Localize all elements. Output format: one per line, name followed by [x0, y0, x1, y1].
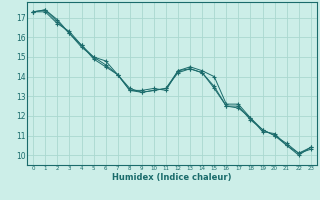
X-axis label: Humidex (Indice chaleur): Humidex (Indice chaleur): [112, 173, 232, 182]
